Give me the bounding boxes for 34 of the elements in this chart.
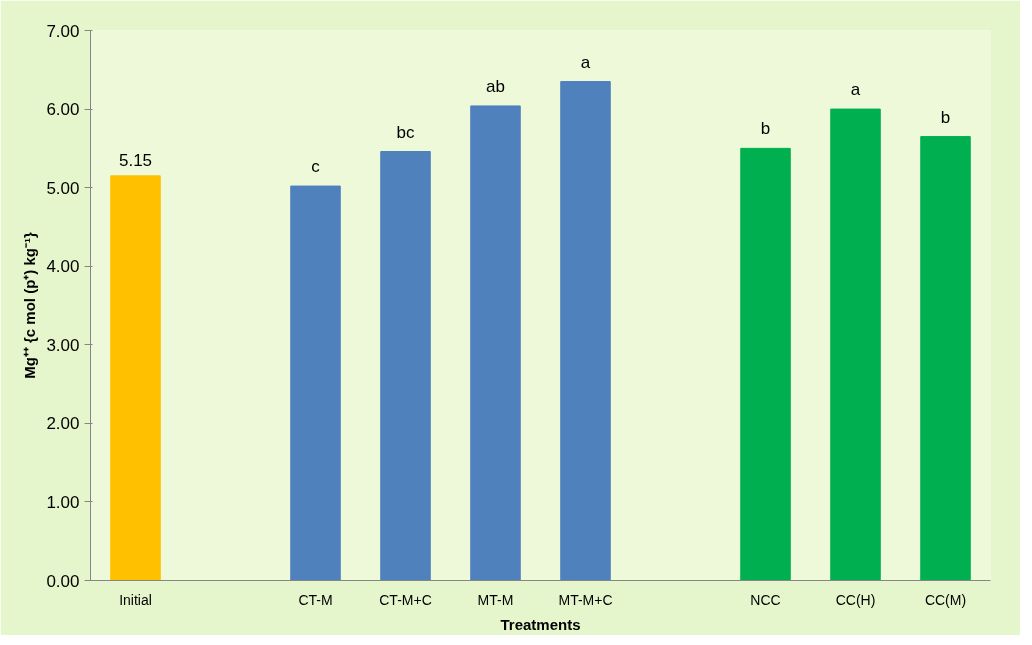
data-label: a [580,52,591,72]
bar [740,147,791,581]
y-tick-label: 6.00 [46,100,80,120]
x-tick-label: CT-M+C [379,591,432,608]
y-tick-label: 1.00 [46,492,80,512]
bar [290,185,341,581]
bar [560,81,611,581]
data-label: c [311,157,321,177]
bar [110,175,161,581]
y-tick-label: 5.00 [46,178,80,198]
bar [470,105,521,581]
x-tick-label: CC(M) [924,591,967,608]
y-tick-label: 4.00 [46,257,80,277]
x-axis-title: Treatments [500,615,581,633]
x-tick-label: MT-M+C [558,591,613,608]
data-label: b [760,119,771,139]
x-tick-label: CT-M [298,591,333,608]
y-tick-label: 2.00 [46,414,80,434]
data-label: 5.15 [118,150,153,170]
y-axis-title: Mg⁺⁺ {c mol (p⁺) kg⁻¹} [21,232,39,379]
bar [920,136,971,581]
y-tick-label: 7.00 [46,21,80,41]
data-label: b [940,107,951,127]
x-tick-label: CC(H) [835,591,876,608]
y-tick-label: 0.00 [46,571,80,591]
data-label: a [850,80,861,100]
x-tick-label: NCC [750,591,781,608]
x-tick-label: Initial [119,591,152,608]
bar [830,108,881,581]
x-tick-label: MT-M [477,591,514,608]
y-tick-label: 3.00 [46,335,80,355]
bar [380,151,431,581]
data-label: bc [396,122,415,142]
data-label: ab [486,76,505,96]
